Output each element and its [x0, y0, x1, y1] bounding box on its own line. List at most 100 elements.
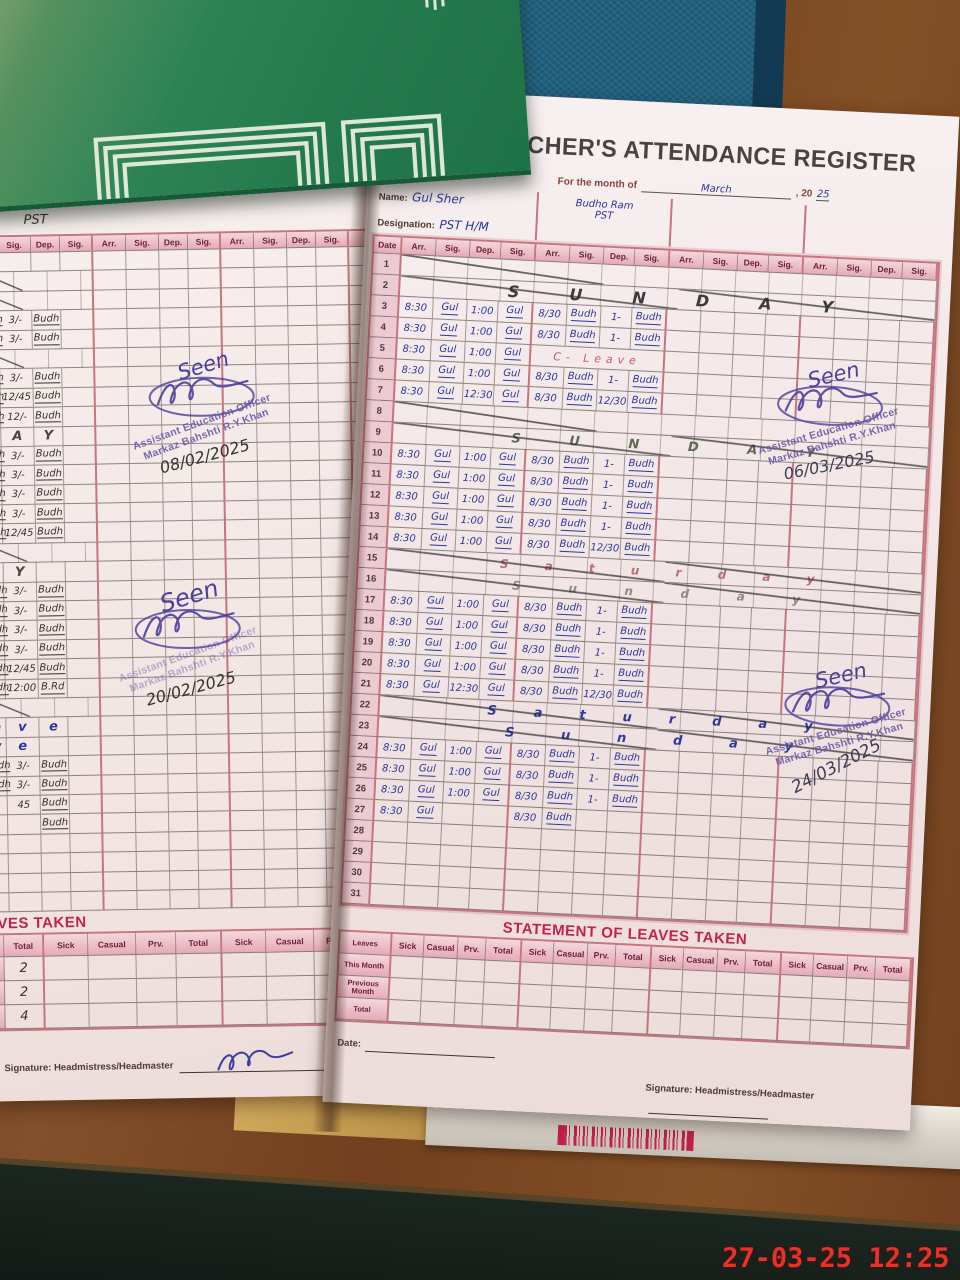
attendance-cell [258, 519, 293, 540]
attendance-cell: Budh [623, 475, 660, 499]
attendance-cell: 1:00 [452, 593, 485, 617]
attendance-cell [671, 898, 707, 922]
handwritten-entry: Budh [635, 311, 662, 326]
attendance-cell [693, 458, 729, 481]
attendance-cell: Budh [548, 682, 584, 706]
attendance-cell: 8:30 [398, 296, 434, 320]
day-letter: a [736, 589, 746, 604]
attendance-cell: Gul [408, 801, 444, 825]
leaves-cell [812, 976, 848, 1001]
attendance-cell [881, 677, 918, 701]
leaves-col-header: Total [745, 951, 783, 976]
attendance-cell [135, 793, 169, 814]
handwritten-entry: Budh [612, 772, 640, 787]
teacher3-block [668, 198, 805, 254]
day-letter: S [511, 578, 522, 593]
attendance-cell [675, 814, 711, 838]
attendance-cell [726, 480, 759, 504]
date-cell: 12 [361, 484, 391, 507]
attendance-cell: 12/30 [589, 537, 622, 560]
attendance-cell: Budh [541, 808, 577, 831]
attendance-cell [163, 482, 193, 503]
attendance-cell [872, 866, 909, 890]
attendance-cell: Budh [544, 766, 580, 789]
attendance-cell [294, 674, 324, 695]
attendance-cell [505, 848, 541, 872]
attendance-cell [0, 854, 10, 875]
attendance-cell [230, 772, 264, 793]
attendance-cell [295, 713, 325, 733]
attendance-cell: 8/30 [531, 324, 567, 347]
attendance-cell [104, 890, 138, 911]
date-cell: 25 [348, 756, 378, 780]
attendance-cell [294, 654, 324, 675]
leaves-cell [744, 973, 782, 998]
attendance-cell [605, 832, 642, 856]
attendance-cell: Gul [487, 511, 524, 534]
attendance-cell [227, 597, 261, 618]
handwritten-entry: 8/30 [521, 643, 545, 656]
attendance-cell [189, 307, 223, 328]
handwritten-entry: 1:00 [453, 661, 477, 674]
day-letter: a [544, 559, 554, 574]
day-letter: a [533, 705, 543, 721]
day-letter: y [784, 738, 794, 754]
attendance-cell [805, 905, 841, 928]
day-letter: n [624, 583, 634, 599]
attendance-cell [130, 483, 164, 504]
attendance-cell [895, 404, 932, 428]
handwritten-entry: 3/- [9, 372, 24, 385]
attendance-cell [221, 248, 255, 269]
handwritten-entry: Budh [611, 793, 639, 808]
handwritten-entry: 1:00 [469, 325, 493, 338]
attendance-cell [845, 781, 878, 804]
handwritten-entry: 12:30 [463, 388, 493, 401]
leaves-cell [649, 990, 683, 1015]
attendance-cell [131, 580, 166, 601]
attendance-cell [194, 637, 229, 658]
attendance-cell [439, 866, 472, 889]
attendance-cell [292, 577, 323, 598]
attendance-cell [264, 849, 298, 870]
handwritten-entry: 45 [17, 799, 31, 811]
day-letter: d [672, 732, 683, 749]
attendance-cell: 3/- [0, 310, 33, 331]
leaves-col-header: Sick [222, 930, 267, 954]
attendance-cell [130, 521, 165, 542]
leaves-cell [388, 999, 422, 1024]
attendance-cell [864, 403, 897, 426]
signature-label: Signature: Headmistress/Headmaster [645, 1082, 815, 1102]
attendance-cell [790, 525, 826, 549]
attendance-cell [192, 520, 227, 541]
attendance-cell [730, 396, 763, 420]
handwritten-entry: 8:30 [403, 322, 427, 335]
handwritten-entry: 8:30 [389, 595, 413, 608]
handwritten-entry: Budh [620, 605, 648, 619]
attendance-cell [163, 521, 194, 542]
attendance-cell [297, 868, 328, 889]
attendance-cell [686, 605, 722, 628]
attendance-cell [265, 888, 299, 909]
handwritten-entry: Budh [624, 542, 651, 556]
leaves-col-header: Prv. [136, 932, 177, 955]
attendance-cell [167, 754, 198, 774]
camera-timestamp: 27-03-25 12:25 [721, 1243, 951, 1274]
handwritten-entry: 1- [610, 311, 622, 323]
attendance-cell: 3/- [2, 485, 36, 506]
handwritten-entry: 8:30 [386, 657, 410, 671]
attendance-cell [66, 619, 100, 640]
attendance-cell [792, 484, 828, 507]
handwritten-entry: Budh [617, 667, 645, 682]
attendance-cell [188, 288, 223, 309]
attendance-cell: 1- [586, 600, 619, 623]
attendance-cell [292, 538, 322, 559]
attendance-cell [663, 372, 699, 396]
attendance-cell: Gul [421, 528, 457, 552]
attendance-cell [833, 338, 869, 362]
leaves-cell [551, 985, 587, 1010]
handwritten-entry: 8:30 [404, 301, 428, 314]
attendance-cell [705, 900, 738, 923]
col-header: Dep. [737, 254, 770, 273]
leaves-col-header: Prv. [847, 956, 877, 980]
